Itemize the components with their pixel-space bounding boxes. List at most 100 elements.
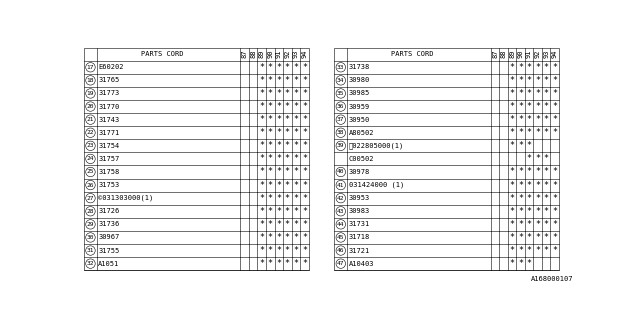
Text: 93: 93 [293,50,299,59]
Text: *: * [293,194,298,203]
Text: *: * [293,63,298,72]
Text: 87: 87 [492,50,498,59]
Text: 29: 29 [86,222,94,227]
Text: 25: 25 [86,170,94,174]
Text: *: * [285,155,290,164]
Text: *: * [527,259,532,268]
Text: *: * [518,233,523,242]
Text: *: * [285,246,290,255]
Text: *: * [293,180,298,189]
Text: *: * [535,115,540,124]
Text: *: * [259,76,264,85]
Text: 88: 88 [250,50,256,59]
Text: *: * [509,128,515,137]
Text: *: * [259,167,264,177]
Text: 24: 24 [86,156,94,161]
Text: *: * [302,128,307,137]
Text: *: * [527,76,532,85]
Text: A168000107: A168000107 [531,276,573,282]
Text: *: * [552,89,557,98]
Text: *: * [268,220,273,229]
Text: *: * [543,194,548,203]
Text: *: * [509,207,515,216]
Text: 41: 41 [337,183,344,188]
Text: *: * [509,246,515,255]
Text: *: * [268,180,273,189]
Text: *: * [268,194,273,203]
Text: *: * [535,76,540,85]
Text: *: * [259,246,264,255]
Text: *: * [518,115,523,124]
Text: 44: 44 [337,222,344,227]
Text: *: * [293,89,298,98]
Text: 47: 47 [337,261,344,266]
Text: *: * [518,220,523,229]
Text: *: * [268,63,273,72]
Text: 21: 21 [86,117,94,122]
Text: *: * [527,115,532,124]
Text: *: * [276,246,282,255]
Text: *: * [518,246,523,255]
Text: *: * [527,89,532,98]
Text: *: * [509,102,515,111]
Text: *: * [509,220,515,229]
Text: *: * [259,180,264,189]
Text: *: * [535,89,540,98]
Text: 32: 32 [86,261,94,266]
Text: *: * [276,233,282,242]
Text: *: * [543,180,548,189]
Text: *: * [276,194,282,203]
Text: *: * [293,155,298,164]
Text: 31755: 31755 [98,248,120,253]
Text: 20: 20 [86,104,94,109]
Text: *: * [268,128,273,137]
Text: 031424000 (1): 031424000 (1) [349,182,404,188]
Text: *: * [259,155,264,164]
Text: *: * [259,220,264,229]
Text: *: * [276,220,282,229]
Text: *: * [302,194,307,203]
Text: *: * [527,128,532,137]
Text: 31: 31 [86,248,94,253]
Text: *: * [302,115,307,124]
Text: *: * [302,167,307,177]
Text: *: * [518,207,523,216]
Text: 45: 45 [337,235,344,240]
Text: *: * [552,194,557,203]
Text: 31743: 31743 [98,116,120,123]
Text: 30978: 30978 [349,169,370,175]
Text: *: * [552,76,557,85]
Text: 30967: 30967 [98,235,120,240]
Text: *: * [268,207,273,216]
Text: 90: 90 [518,50,524,59]
Text: *: * [293,233,298,242]
Text: *: * [535,207,540,216]
Text: *: * [276,141,282,150]
Text: 31765: 31765 [98,77,120,84]
Text: 35: 35 [337,91,344,96]
Text: *: * [293,207,298,216]
Text: *: * [302,63,307,72]
Text: *: * [535,194,540,203]
Text: *: * [535,128,540,137]
Text: 18: 18 [86,78,94,83]
Text: 26: 26 [86,183,94,188]
Text: *: * [527,141,532,150]
Text: 19: 19 [86,91,94,96]
Text: *: * [285,63,290,72]
Text: 34: 34 [337,78,344,83]
Text: *: * [302,207,307,216]
Text: *: * [543,89,548,98]
Text: *: * [527,180,532,189]
Text: 31758: 31758 [98,169,120,175]
Text: *: * [535,102,540,111]
Text: *: * [293,102,298,111]
Text: *: * [285,141,290,150]
Text: 46: 46 [337,248,344,253]
Text: 30959: 30959 [349,104,370,109]
Text: *: * [259,259,264,268]
Text: *: * [268,141,273,150]
Text: *: * [276,102,282,111]
Text: 23: 23 [86,143,94,148]
Text: *: * [509,141,515,150]
